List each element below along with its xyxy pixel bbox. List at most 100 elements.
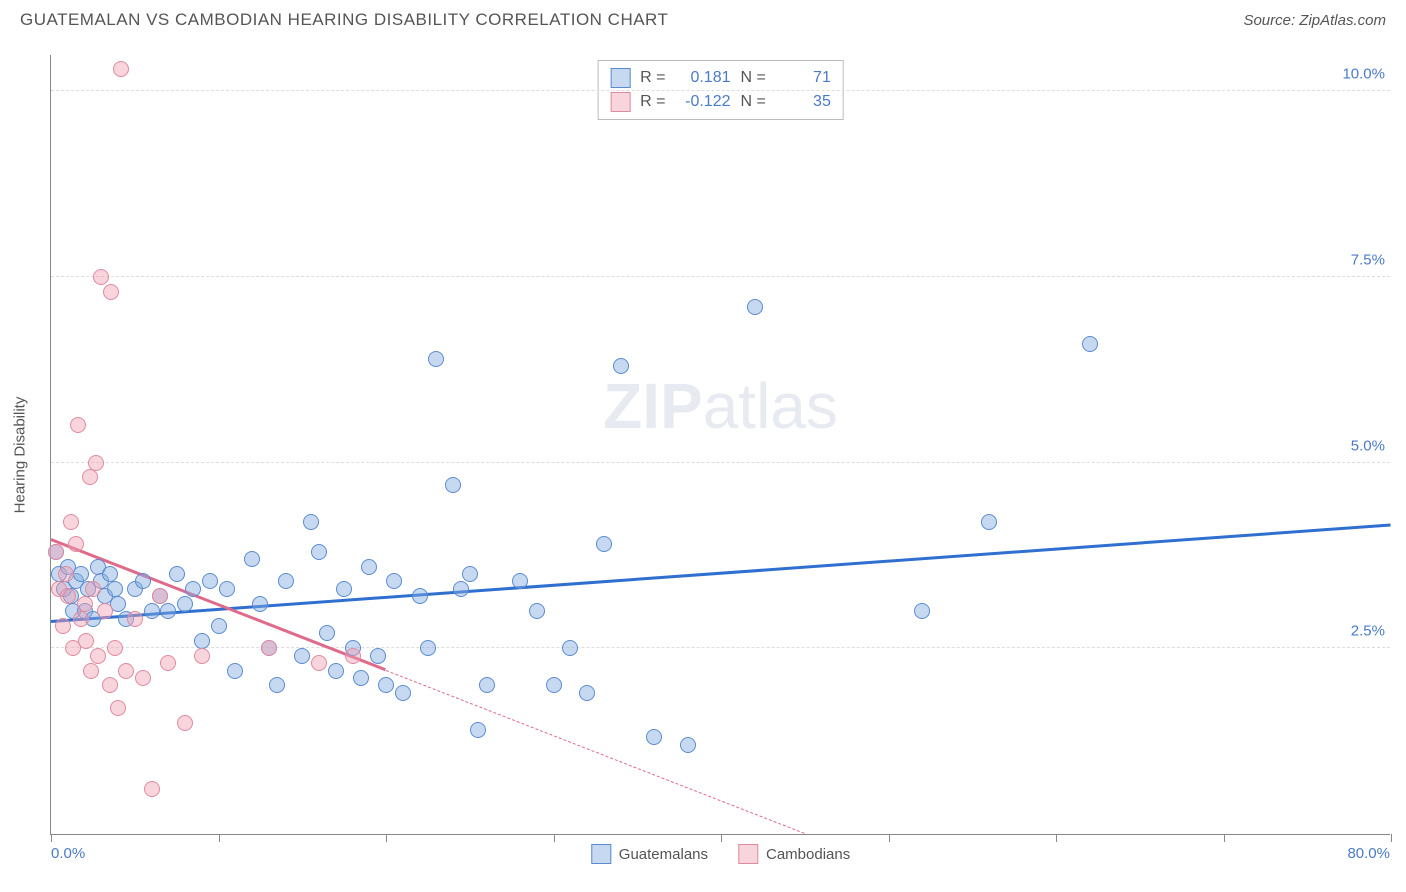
legend-swatch-1 <box>591 844 611 864</box>
data-point <box>102 566 118 582</box>
chart-source: Source: ZipAtlas.com <box>1243 12 1386 29</box>
data-point <box>58 566 74 582</box>
data-point <box>113 61 129 77</box>
gridline <box>51 90 1390 91</box>
data-point <box>60 588 76 604</box>
chart-header: GUATEMALAN VS CAMBODIAN HEARING DISABILI… <box>0 0 1406 35</box>
data-point <box>219 581 235 597</box>
data-point <box>747 299 763 315</box>
data-point <box>68 536 84 552</box>
data-point <box>169 566 185 582</box>
y-tick-label: 5.0% <box>1351 437 1385 454</box>
data-point <box>82 469 98 485</box>
y-axis-label: Hearing Disability <box>12 397 29 514</box>
data-point <box>135 573 151 589</box>
data-point <box>420 640 436 656</box>
data-point <box>160 655 176 671</box>
x-tick <box>554 834 555 842</box>
x-axis-max-label: 80.0% <box>1347 845 1390 862</box>
data-point <box>177 715 193 731</box>
data-point <box>107 640 123 656</box>
plot-area: ZIPatlas R = 0.181 N = 71 R = -0.122 N =… <box>50 55 1390 835</box>
data-point <box>252 596 268 612</box>
data-point <box>118 663 134 679</box>
data-point <box>562 640 578 656</box>
data-point <box>185 581 201 597</box>
data-point <box>386 573 402 589</box>
data-point <box>77 596 93 612</box>
data-point <box>361 559 377 575</box>
y-tick-label: 7.5% <box>1351 251 1385 268</box>
x-tick <box>1224 834 1225 842</box>
chart-container: Hearing Disability ZIPatlas R = 0.181 N … <box>50 55 1390 855</box>
stats-row-2: R = -0.122 N = 35 <box>610 90 831 114</box>
data-point <box>135 670 151 686</box>
data-point <box>90 648 106 664</box>
data-point <box>445 477 461 493</box>
gridline <box>51 462 1390 463</box>
data-point <box>127 611 143 627</box>
chart-title: GUATEMALAN VS CAMBODIAN HEARING DISABILI… <box>20 10 668 30</box>
legend-item-1: Guatemalans <box>591 844 708 864</box>
y-tick-label: 10.0% <box>1342 66 1385 83</box>
data-point <box>613 358 629 374</box>
data-point <box>278 573 294 589</box>
data-point <box>73 566 89 582</box>
swatch-series-1 <box>610 68 630 88</box>
data-point <box>70 417 86 433</box>
y-tick-label: 2.5% <box>1351 623 1385 640</box>
data-point <box>311 544 327 560</box>
data-point <box>646 729 662 745</box>
watermark: ZIPatlas <box>603 369 838 443</box>
data-point <box>319 625 335 641</box>
swatch-series-2 <box>610 92 630 112</box>
data-point <box>596 536 612 552</box>
legend-swatch-2 <box>738 844 758 864</box>
data-point <box>227 663 243 679</box>
x-tick <box>721 834 722 842</box>
data-point <box>97 603 113 619</box>
stats-row-1: R = 0.181 N = 71 <box>610 66 831 90</box>
data-point <box>579 685 595 701</box>
data-point <box>244 551 260 567</box>
data-point <box>311 655 327 671</box>
x-axis-min-label: 0.0% <box>51 845 85 862</box>
data-point <box>83 663 99 679</box>
data-point <box>202 573 218 589</box>
data-point <box>102 677 118 693</box>
data-point <box>470 722 486 738</box>
data-point <box>194 648 210 664</box>
data-point <box>353 670 369 686</box>
data-point <box>110 700 126 716</box>
data-point <box>546 677 562 693</box>
data-point <box>336 581 352 597</box>
data-point <box>370 648 386 664</box>
data-point <box>177 596 193 612</box>
gridline <box>51 647 1390 648</box>
gridline <box>51 276 1390 277</box>
data-point <box>303 514 319 530</box>
x-tick <box>1056 834 1057 842</box>
data-point <box>345 648 361 664</box>
data-point <box>152 588 168 604</box>
data-point <box>78 633 94 649</box>
x-tick <box>51 834 52 842</box>
data-point <box>261 640 277 656</box>
data-point <box>328 663 344 679</box>
data-point <box>93 269 109 285</box>
data-point <box>294 648 310 664</box>
data-point <box>453 581 469 597</box>
trendline <box>51 523 1391 622</box>
data-point <box>85 581 101 597</box>
data-point <box>88 455 104 471</box>
data-point <box>512 573 528 589</box>
data-point <box>211 618 227 634</box>
data-point <box>107 581 123 597</box>
data-point <box>48 544 64 560</box>
data-point <box>395 685 411 701</box>
data-point <box>428 351 444 367</box>
data-point <box>680 737 696 753</box>
data-point <box>1082 336 1098 352</box>
x-tick <box>889 834 890 842</box>
data-point <box>269 677 285 693</box>
